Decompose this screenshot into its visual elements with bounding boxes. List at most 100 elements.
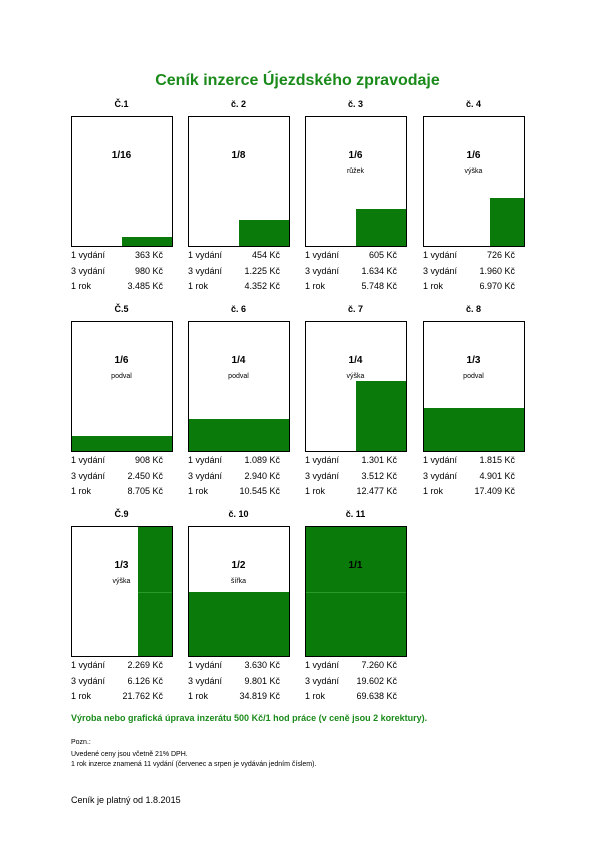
price-label: 1 vydání: [188, 660, 223, 670]
price-value: 3.485 Kč: [127, 281, 163, 291]
production-price: Výroba nebo grafická úprava inzerátu 500…: [71, 713, 428, 723]
price-label: 1 vydání: [305, 455, 340, 465]
price-label: 3 vydání: [188, 470, 223, 481]
ad-note: výška: [112, 578, 131, 585]
ad-box: [71, 116, 173, 247]
price-label: 1 vydání: [188, 250, 223, 260]
price-label: 1 vydání: [188, 455, 223, 465]
price-label: 3 vydání: [188, 675, 223, 686]
ad-note: šířka: [230, 578, 247, 585]
title: Ceník inzerce Újezdského zpravodaje: [155, 72, 440, 89]
ad-box: [305, 321, 407, 452]
price-value: 12.477 Kč: [356, 486, 397, 496]
price-value: 3.512 Kč: [361, 470, 397, 481]
ad-size: 1/16: [111, 150, 132, 161]
ad-area: [356, 208, 406, 246]
ad-note: výška: [464, 168, 483, 175]
price-label: 3 vydání: [71, 675, 106, 686]
ad-note: podval: [463, 373, 484, 380]
ad-box: [71, 321, 173, 452]
ad-size: 1/1: [348, 560, 363, 571]
price-value: 34.819 Kč: [239, 691, 280, 701]
ad-area: [122, 236, 172, 246]
ad-number: Č.5: [114, 304, 129, 314]
price-value: 4.352 Kč: [244, 281, 280, 291]
ad-number: č. 3: [347, 99, 363, 109]
price-value: 1.225 Kč: [244, 265, 280, 276]
ad-area: [189, 418, 289, 451]
ad-size: 1/2: [231, 560, 246, 571]
price-label: 3 vydání: [71, 265, 106, 276]
price-value: 908 Kč: [134, 455, 163, 465]
price-value: 980 Kč: [134, 265, 163, 276]
price-label: 3 vydání: [423, 265, 458, 276]
price-label: 1 rok: [305, 691, 326, 701]
ad-box: [423, 321, 525, 452]
price-value: 10.545 Kč: [239, 486, 280, 496]
price-label: 3 vydání: [305, 265, 340, 276]
price-label: 3 vydání: [423, 470, 458, 481]
ad-note: podval: [111, 373, 132, 380]
notes-heading: Pozn.:: [71, 739, 91, 746]
price-label: 1 rok: [423, 486, 444, 496]
ad-size: 1/3: [114, 560, 129, 571]
ad-number: Č.9: [114, 509, 129, 519]
price-value: 5.748 Kč: [361, 281, 397, 291]
price-value: 2.269 Kč: [127, 660, 163, 670]
price-value: 454 Kč: [251, 250, 280, 260]
ad-size: 1/4: [231, 355, 246, 366]
ad-size: 1/6: [466, 150, 481, 161]
ad-note: růžek: [346, 168, 365, 175]
price-label: 1 rok: [188, 281, 209, 291]
price-value: 21.762 Kč: [122, 691, 163, 701]
ad-size: 1/8: [231, 150, 246, 161]
price-label: 3 vydání: [305, 470, 340, 481]
price-label: 1 vydání: [305, 250, 340, 260]
price-label: 1 rok: [71, 486, 92, 496]
price-value: 1.634 Kč: [361, 265, 397, 276]
price-value: 17.409 Kč: [474, 486, 515, 496]
ad-area: [424, 408, 524, 451]
price-label: 1 rok: [71, 281, 92, 291]
price-value: 9.801 Kč: [244, 675, 280, 686]
ad-area: [356, 381, 406, 451]
note-line: 1 rok inzerce znamená 11 vydání (červene…: [71, 761, 317, 768]
ad-note: výška: [346, 373, 365, 380]
price-label: 1 rok: [188, 486, 209, 496]
ad-size: 1/4: [348, 355, 363, 366]
price-label: 3 vydání: [71, 470, 106, 481]
ad-number: č. 11: [345, 509, 366, 519]
validity: Ceník je platný od 1.8.2015: [71, 795, 181, 805]
ad-size: 1/6: [114, 355, 129, 366]
ad-area: [72, 435, 172, 451]
price-label: 1 rok: [423, 281, 444, 291]
ad-box: [188, 116, 290, 247]
ad-number: č. 2: [230, 99, 246, 109]
price-value: 2.940 Kč: [244, 470, 280, 481]
price-value: 8.705 Kč: [127, 486, 163, 496]
divider: [138, 591, 172, 593]
price-value: 726 Kč: [486, 250, 515, 260]
ad-box: [188, 526, 290, 657]
ad-box: [423, 116, 525, 247]
ad-box: [71, 526, 173, 657]
ad-box: [305, 526, 407, 657]
price-value: 6.126 Kč: [127, 675, 163, 686]
price-label: 1 vydání: [71, 250, 106, 260]
price-label: 3 vydání: [188, 265, 223, 276]
price-label: 1 rok: [188, 691, 209, 701]
ad-number: č. 4: [465, 99, 481, 109]
price-value: 19.602 Kč: [356, 675, 397, 686]
price-label: 1 rok: [305, 281, 326, 291]
price-value: 7.260 Kč: [361, 660, 397, 670]
price-value: 1.815 Kč: [479, 455, 515, 465]
ad-note: podval: [228, 373, 249, 380]
ad-number: č. 10: [228, 509, 249, 519]
price-label: 1 vydání: [305, 660, 340, 670]
note-line: Uvedené ceny jsou včetně 21% DPH.: [71, 751, 188, 758]
ad-number: č. 8: [465, 304, 481, 314]
ad-area: [189, 591, 289, 656]
price-label: 1 vydání: [71, 660, 106, 670]
price-value: 6.970 Kč: [479, 281, 515, 291]
